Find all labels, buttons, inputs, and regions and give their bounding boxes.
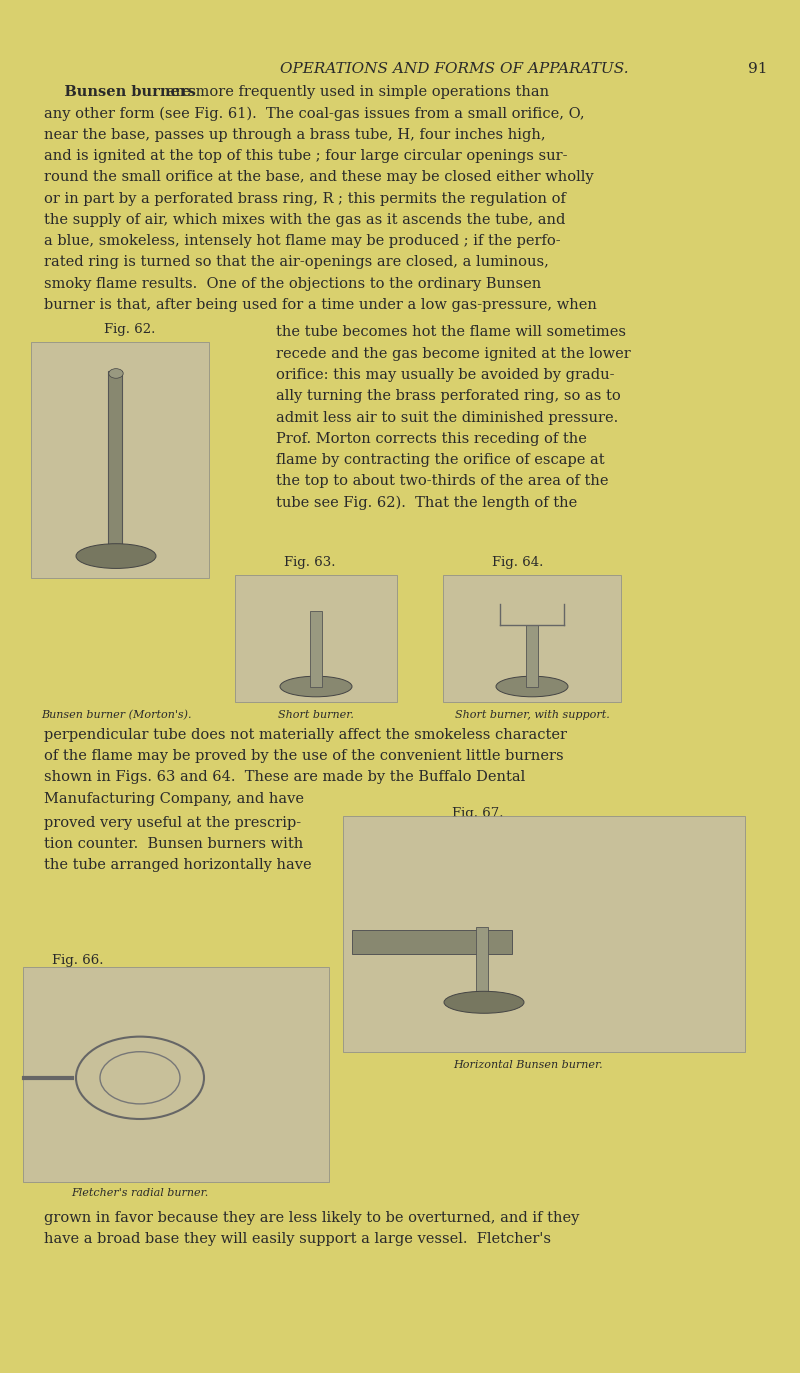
Text: any other form (see Fig. 61).  The coal-gas issues from a small orifice, O,: any other form (see Fig. 61). The coal-g… [44, 107, 585, 121]
Text: and is ignited at the top of this tube ; four large circular openings sur-: and is ignited at the top of this tube ;… [44, 150, 567, 163]
Text: perpendicular tube does not materially affect the smokeless character: perpendicular tube does not materially a… [44, 728, 567, 741]
Text: Fig. 62.: Fig. 62. [104, 323, 155, 335]
Ellipse shape [280, 676, 352, 697]
Text: or in part by a perforated brass ring, R ; this permits the regulation of: or in part by a perforated brass ring, R… [44, 191, 566, 206]
Ellipse shape [76, 544, 156, 568]
Text: Fig. 66.: Fig. 66. [52, 954, 103, 967]
Text: Horizontal Bunsen burner.: Horizontal Bunsen burner. [453, 1060, 603, 1070]
Text: the tube arranged horizontally have: the tube arranged horizontally have [44, 858, 312, 872]
Text: tion counter.  Bunsen burners with: tion counter. Bunsen burners with [44, 836, 303, 851]
Bar [526, 625, 538, 686]
Text: the top to about two-thirds of the area of the: the top to about two-thirds of the area … [276, 475, 609, 489]
Text: smoky flame results.  One of the objections to the ordinary Bunsen: smoky flame results. One of the objectio… [44, 276, 542, 291]
FancyBboxPatch shape [443, 575, 621, 702]
Text: 91: 91 [748, 62, 767, 76]
Text: Short burner, with support.: Short burner, with support. [454, 710, 610, 719]
Text: of the flame may be proved by the use of the convenient little burners: of the flame may be proved by the use of… [44, 750, 564, 763]
Text: tube see Fig. 62).  That the length of the: tube see Fig. 62). That the length of th… [276, 496, 578, 509]
FancyBboxPatch shape [31, 342, 209, 578]
Text: Bunsen burner (Morton's).: Bunsen burner (Morton's). [41, 710, 191, 721]
Text: ally turning the brass perforated ring, so as to: ally turning the brass perforated ring, … [276, 390, 621, 404]
Text: Fig. 67.: Fig. 67. [452, 807, 503, 820]
Text: orifice: this may usually be avoided by gradu-: orifice: this may usually be avoided by … [276, 368, 614, 382]
Text: shown in Figs. 63 and 64.  These are made by the Buffalo Dental: shown in Figs. 63 and 64. These are made… [44, 770, 526, 784]
Text: OPERATIONS AND FORMS OF APPARATUS.: OPERATIONS AND FORMS OF APPARATUS. [280, 62, 629, 76]
Text: the tube becomes hot the flame will sometimes: the tube becomes hot the flame will some… [276, 325, 626, 339]
Text: Fig. 64.: Fig. 64. [492, 556, 543, 568]
Text: recede and the gas become ignited at the lower: recede and the gas become ignited at the… [276, 346, 630, 361]
Bar [108, 371, 122, 563]
Text: flame by contracting the orifice of escape at: flame by contracting the orifice of esca… [276, 453, 605, 467]
Ellipse shape [444, 991, 524, 1013]
Text: are more frequently used in simple operations than: are more frequently used in simple opera… [162, 85, 550, 99]
Bar [310, 611, 322, 686]
Text: have a broad base they will easily support a large vessel.  Fletcher's: have a broad base they will easily suppo… [44, 1233, 551, 1247]
FancyBboxPatch shape [343, 816, 745, 1052]
Text: burner is that, after being used for a time under a low gas-pressure, when: burner is that, after being used for a t… [44, 298, 597, 312]
Text: grown in favor because they are less likely to be overturned, and if they: grown in favor because they are less lik… [44, 1211, 579, 1225]
Text: proved very useful at the prescrip-: proved very useful at the prescrip- [44, 816, 301, 829]
Text: a blue, smokeless, intensely hot flame may be produced ; if the perfo-: a blue, smokeless, intensely hot flame m… [44, 233, 561, 249]
Text: Short burner.: Short burner. [278, 710, 354, 719]
Ellipse shape [109, 368, 123, 378]
Text: Fletcher's radial burner.: Fletcher's radial burner. [71, 1188, 209, 1197]
Text: admit less air to suit the diminished pressure.: admit less air to suit the diminished pr… [276, 411, 618, 424]
Text: Fig. 63.: Fig. 63. [284, 556, 335, 568]
FancyBboxPatch shape [235, 575, 397, 702]
Text: near the base, passes up through a brass tube, H, four inches high,: near the base, passes up through a brass… [44, 128, 546, 141]
Text: the supply of air, which mixes with the gas as it ascends the tube, and: the supply of air, which mixes with the … [44, 213, 566, 227]
Text: Prof. Morton corrects this receding of the: Prof. Morton corrects this receding of t… [276, 431, 587, 446]
Text: rated ring is turned so that the air-openings are closed, a luminous,: rated ring is turned so that the air-ope… [44, 255, 549, 269]
Text: round the small orifice at the base, and these may be closed either wholly: round the small orifice at the base, and… [44, 170, 594, 184]
Bar [476, 927, 488, 1002]
Text: Manufacturing Company, and have: Manufacturing Company, and have [44, 791, 304, 806]
FancyBboxPatch shape [23, 967, 329, 1182]
Text: Bunsen burners: Bunsen burners [44, 85, 196, 99]
Bar [352, 930, 512, 954]
Ellipse shape [496, 676, 568, 697]
